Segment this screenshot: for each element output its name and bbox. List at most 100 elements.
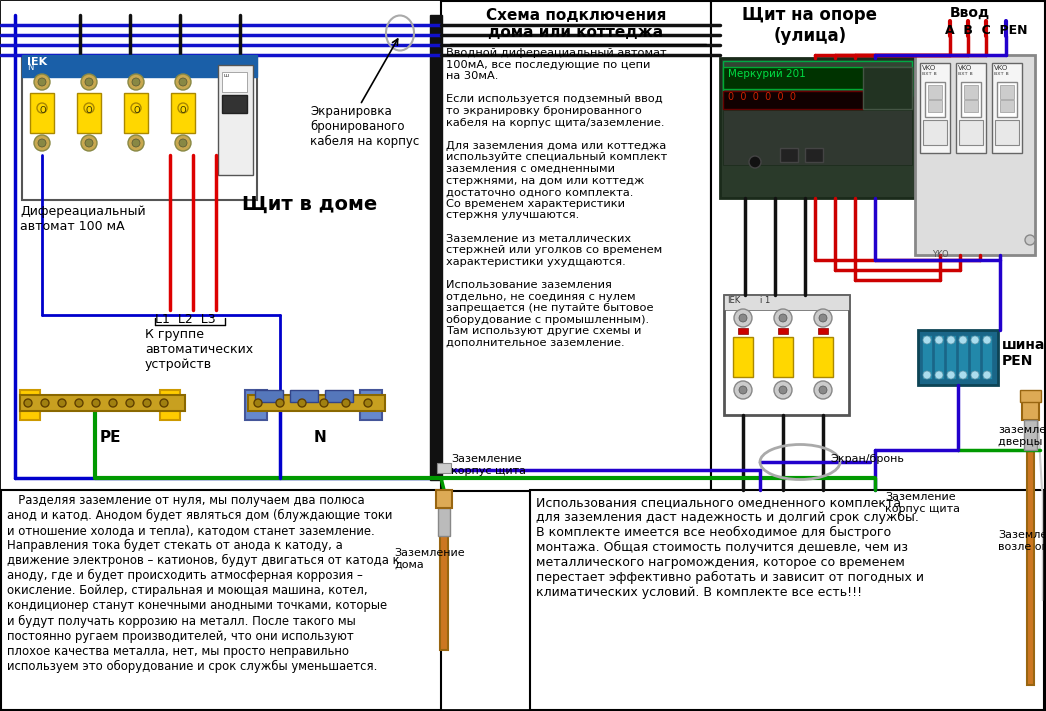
Text: O: O bbox=[86, 106, 93, 115]
Bar bbox=[920, 63, 950, 153]
Circle shape bbox=[298, 399, 306, 407]
Bar bbox=[436, 490, 452, 508]
Circle shape bbox=[342, 399, 350, 407]
Text: Разделяя заземление от нуля, мы получаем два полюса
анод и катод. Анодом будет я: Разделяя заземление от нуля, мы получаем… bbox=[7, 494, 400, 673]
Bar bbox=[813, 337, 833, 377]
Circle shape bbox=[75, 399, 83, 407]
Circle shape bbox=[175, 135, 191, 151]
Text: Заземление
возле опоры: Заземление возле опоры bbox=[998, 530, 1046, 552]
Circle shape bbox=[81, 135, 97, 151]
Circle shape bbox=[179, 78, 187, 86]
Bar bbox=[77, 93, 101, 133]
Circle shape bbox=[779, 386, 787, 394]
Bar bbox=[724, 295, 849, 415]
Text: O: O bbox=[133, 106, 139, 115]
Bar bbox=[1020, 390, 1041, 402]
Text: Меркурий 201: Меркурий 201 bbox=[728, 69, 805, 79]
Bar bbox=[723, 110, 912, 165]
Circle shape bbox=[38, 78, 46, 86]
Circle shape bbox=[81, 74, 97, 90]
Circle shape bbox=[923, 336, 931, 344]
Bar bbox=[430, 15, 442, 480]
Circle shape bbox=[85, 78, 93, 86]
Bar bbox=[245, 390, 267, 420]
Bar bbox=[20, 390, 40, 420]
Text: Экран/бронь: Экран/бронь bbox=[829, 454, 904, 464]
Bar bbox=[958, 335, 968, 379]
Bar bbox=[1027, 395, 1034, 685]
Circle shape bbox=[774, 381, 792, 399]
Bar bbox=[946, 335, 956, 379]
Circle shape bbox=[819, 314, 827, 322]
Bar bbox=[255, 390, 283, 402]
Bar bbox=[20, 395, 185, 411]
Text: VKO: VKO bbox=[994, 65, 1008, 71]
Bar bbox=[805, 148, 823, 162]
Text: ш: ш bbox=[224, 73, 229, 78]
Bar bbox=[928, 100, 942, 112]
Bar bbox=[863, 67, 912, 109]
Bar bbox=[992, 63, 1022, 153]
Circle shape bbox=[131, 103, 141, 113]
Circle shape bbox=[959, 336, 967, 344]
Text: Заземление
корпус щита: Заземление корпус щита bbox=[451, 454, 526, 476]
Text: Использования специального омедненного комплекта
для заземления даст надежность : Использования специального омедненного к… bbox=[536, 496, 924, 599]
Bar bbox=[325, 390, 353, 402]
Bar bbox=[723, 61, 912, 96]
Circle shape bbox=[126, 399, 134, 407]
Circle shape bbox=[935, 336, 943, 344]
Bar bbox=[222, 72, 247, 92]
Bar bbox=[925, 82, 945, 117]
Text: Ввод: Ввод bbox=[950, 6, 991, 20]
Circle shape bbox=[819, 386, 827, 394]
Circle shape bbox=[935, 371, 943, 379]
Circle shape bbox=[128, 135, 144, 151]
Bar bbox=[222, 95, 247, 113]
Text: Экранировка
бронированого
кабеля на корпус: Экранировка бронированого кабеля на корп… bbox=[310, 105, 419, 148]
Circle shape bbox=[37, 103, 47, 113]
Bar bbox=[964, 100, 978, 112]
Bar bbox=[437, 463, 451, 473]
Text: вхт в: вхт в bbox=[922, 71, 937, 76]
Bar bbox=[738, 328, 748, 334]
Bar bbox=[30, 93, 54, 133]
Circle shape bbox=[132, 78, 140, 86]
Circle shape bbox=[749, 156, 761, 168]
Bar bbox=[1024, 420, 1037, 450]
Bar bbox=[440, 490, 448, 650]
Bar bbox=[780, 148, 798, 162]
Bar bbox=[22, 55, 257, 77]
Circle shape bbox=[971, 336, 979, 344]
Circle shape bbox=[175, 74, 191, 90]
Circle shape bbox=[734, 381, 752, 399]
Bar bbox=[438, 508, 450, 536]
Text: O: O bbox=[39, 106, 46, 115]
Bar bbox=[1, 1, 441, 491]
Bar bbox=[724, 295, 849, 310]
Circle shape bbox=[128, 74, 144, 90]
Bar bbox=[773, 337, 793, 377]
Circle shape bbox=[983, 336, 991, 344]
Bar bbox=[218, 65, 253, 175]
Circle shape bbox=[143, 399, 151, 407]
Circle shape bbox=[971, 371, 979, 379]
Circle shape bbox=[814, 381, 832, 399]
Circle shape bbox=[740, 314, 747, 322]
Text: Схема подключения
дома или коттеджа: Схема подключения дома или коттеджа bbox=[485, 8, 666, 41]
Bar bbox=[964, 85, 978, 99]
Text: вхт в: вхт в bbox=[994, 71, 1008, 76]
Circle shape bbox=[740, 386, 747, 394]
Circle shape bbox=[41, 399, 49, 407]
Circle shape bbox=[92, 399, 100, 407]
Bar bbox=[982, 335, 992, 379]
Text: VKO: VKO bbox=[922, 65, 936, 71]
Bar bbox=[22, 55, 257, 200]
Text: VKO: VKO bbox=[958, 65, 972, 71]
Circle shape bbox=[774, 309, 792, 327]
Bar bbox=[995, 120, 1019, 145]
Bar bbox=[1, 490, 441, 710]
Bar bbox=[959, 120, 983, 145]
Circle shape bbox=[132, 139, 140, 147]
Text: Дифереациальный
автомат 100 мА: Дифереациальный автомат 100 мА bbox=[20, 205, 145, 233]
Bar bbox=[778, 328, 788, 334]
